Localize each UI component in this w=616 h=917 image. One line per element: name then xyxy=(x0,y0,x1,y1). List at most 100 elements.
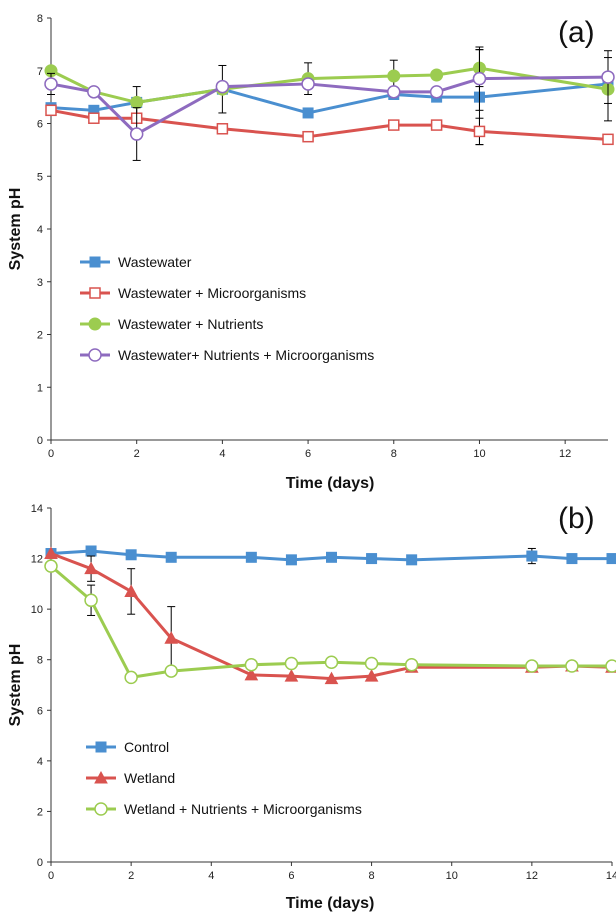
legend-label: Wetland + Nutrients + Microorganisms xyxy=(124,801,362,817)
y-tick-label: 14 xyxy=(31,503,43,515)
x-tick-label: 0 xyxy=(48,448,54,460)
legend-label: Wastewater+ Nutrients + Microorganisms xyxy=(118,347,374,363)
legend-marker xyxy=(88,348,102,362)
y-tick-label: 3 xyxy=(37,277,43,289)
data-point xyxy=(473,125,486,138)
data-point xyxy=(125,549,137,561)
data-point xyxy=(601,70,615,84)
data-point xyxy=(85,545,97,557)
data-point xyxy=(406,554,418,566)
y-tick-label: 8 xyxy=(37,655,43,667)
x-tick-label: 4 xyxy=(208,870,214,882)
data-point xyxy=(244,658,259,672)
data-point xyxy=(565,659,579,673)
legend-entry: Control xyxy=(86,739,169,755)
data-point xyxy=(602,133,614,146)
x-tick-label: 8 xyxy=(391,448,397,460)
data-point xyxy=(44,77,58,91)
data-point xyxy=(165,551,177,563)
y-axis-title: System pH xyxy=(7,644,24,727)
x-tick-label: 14 xyxy=(606,870,616,882)
legend-label: Wetland xyxy=(124,770,175,786)
y-tick-label: 2 xyxy=(37,806,43,818)
data-point xyxy=(130,95,144,109)
legend-label: Wastewater + Microorganisms xyxy=(118,285,306,301)
x-tick-label: 2 xyxy=(134,448,140,460)
data-point xyxy=(215,79,230,94)
data-point xyxy=(284,656,299,671)
data-point xyxy=(302,107,314,119)
data-point xyxy=(605,659,616,673)
legend-marker xyxy=(95,741,107,753)
x-tick-label: 10 xyxy=(473,448,485,460)
data-point xyxy=(84,561,98,575)
x-tick-label: 8 xyxy=(369,870,375,882)
panel-label: (a) xyxy=(558,16,595,49)
data-point xyxy=(324,655,339,669)
y-axis-title: System pH xyxy=(7,188,24,271)
legend-label: Control xyxy=(124,739,169,755)
x-tick-label: 10 xyxy=(446,870,458,882)
y-tick-label: 1 xyxy=(37,382,43,394)
y-tick-label: 4 xyxy=(37,756,43,768)
x-tick-label: 6 xyxy=(305,448,311,460)
legend-label: Wastewater + Nutrients xyxy=(118,316,263,332)
data-point xyxy=(124,670,138,685)
data-point xyxy=(244,667,259,681)
data-point xyxy=(566,553,578,565)
legend-entry: Wetland xyxy=(86,770,175,786)
data-point xyxy=(129,127,144,141)
data-point xyxy=(326,551,337,563)
data-point xyxy=(387,69,401,83)
y-tick-label: 8 xyxy=(37,13,43,25)
data-point xyxy=(45,104,57,117)
legend-entry: Wetland + Nutrients + Microorganisms xyxy=(86,801,362,817)
data-point xyxy=(429,85,444,99)
data-point xyxy=(164,664,178,678)
data-point xyxy=(404,658,419,672)
y-tick-label: 4 xyxy=(37,224,43,236)
legend-marker xyxy=(94,770,108,784)
panel-b: 0 2 4 6 8 10 12 14 0 2 4 6 8 10 12 14 Time (days) System … xyxy=(7,502,616,912)
series-line xyxy=(50,549,612,562)
y-tick-label: 7 xyxy=(37,66,43,78)
x-tick-label: 12 xyxy=(526,870,538,882)
x-tick-label: 12 xyxy=(559,448,571,460)
legend-entry: Wastewater + Microorganisms xyxy=(80,285,306,301)
legend-marker xyxy=(88,317,102,331)
data-point xyxy=(84,593,98,608)
data-point xyxy=(387,85,401,99)
panel-label: (b) xyxy=(558,502,595,535)
series-wetland-nutrients-microorganisms xyxy=(44,559,616,685)
legend-marker xyxy=(94,802,108,816)
data-point xyxy=(285,554,297,566)
legend-entry: Wastewater xyxy=(80,254,192,270)
series-wastewater-microorganisms xyxy=(45,104,614,146)
x-tick-label: 2 xyxy=(128,870,134,882)
data-point xyxy=(525,659,539,673)
y-tick-label: 0 xyxy=(37,857,43,869)
data-point xyxy=(302,130,314,143)
y-tick-label: 6 xyxy=(37,705,43,717)
series-wastewater-nutrients-microorganisms xyxy=(44,46,615,161)
x-axis-title: Time (days) xyxy=(286,475,375,492)
x-tick-label: 4 xyxy=(219,448,225,460)
data-point xyxy=(430,68,444,82)
data-point xyxy=(44,559,58,573)
data-point xyxy=(164,631,179,644)
legend-entry: Wastewater+ Nutrients + Microorganisms xyxy=(80,347,374,363)
data-point xyxy=(124,584,138,597)
data-point xyxy=(364,656,379,671)
legend-entry: Wastewater + Nutrients xyxy=(80,316,263,332)
data-point xyxy=(430,119,443,131)
y-tick-label: 6 xyxy=(37,119,43,131)
legend-marker xyxy=(89,287,101,299)
legend-label: Wastewater xyxy=(118,254,192,270)
y-tick-label: 0 xyxy=(37,435,43,447)
data-point xyxy=(364,669,379,682)
data-point xyxy=(526,550,538,562)
data-point xyxy=(216,123,229,135)
data-point xyxy=(301,77,315,91)
